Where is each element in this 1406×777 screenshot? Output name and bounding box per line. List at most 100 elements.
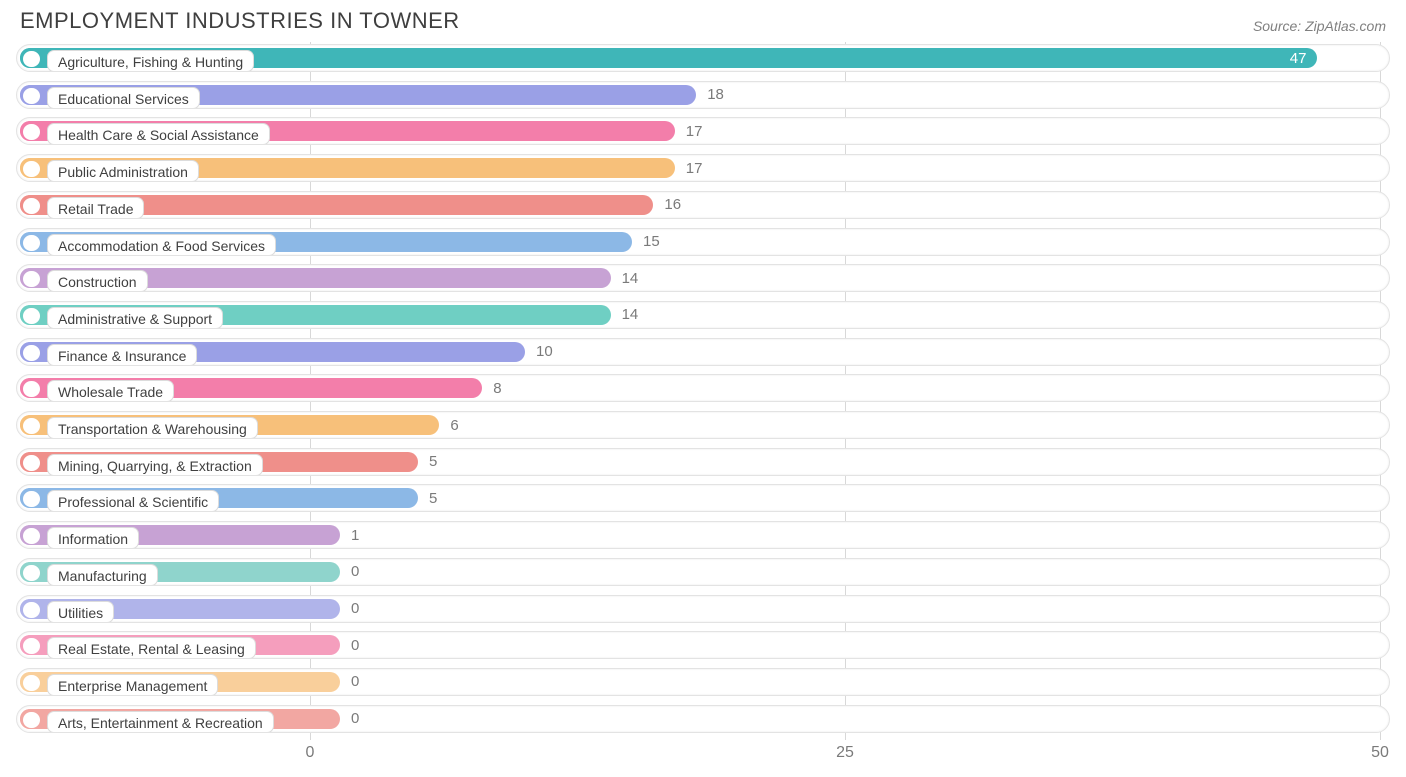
- bar-cap-inner: [23, 565, 40, 581]
- bar-label: Construction: [47, 270, 148, 292]
- bar-row: Information 1: [10, 519, 1396, 551]
- bar-cap-inner: [23, 235, 40, 251]
- bar-track: Arts, Entertainment & Recreation 0: [16, 705, 1390, 733]
- bar-value: 0: [351, 559, 359, 585]
- bar-label: Enterprise Management: [47, 674, 218, 696]
- bar-value: 6: [450, 412, 458, 438]
- bar-cap-inner: [23, 345, 40, 361]
- bar-label: Transportation & Warehousing: [47, 417, 258, 439]
- bar-value: 16: [664, 192, 681, 218]
- bar-cap-inner: [23, 308, 40, 324]
- bar-label: Information: [47, 527, 139, 549]
- chart-header: EMPLOYMENT INDUSTRIES IN TOWNER Source: …: [0, 0, 1406, 36]
- bar-row: Manufacturing 0: [10, 556, 1396, 588]
- bar-row: Professional & Scientific 5: [10, 482, 1396, 514]
- bar-label: Administrative & Support: [47, 307, 223, 329]
- bar-row: Administrative & Support 14: [10, 299, 1396, 331]
- bar-label: Finance & Insurance: [47, 344, 197, 366]
- chart-source: Source: ZipAtlas.com: [1253, 18, 1386, 34]
- bar-value: 15: [643, 229, 660, 255]
- bar-label: Retail Trade: [47, 197, 144, 219]
- bar-value: 1: [351, 522, 359, 548]
- bar-value: 0: [351, 596, 359, 622]
- bar-label: Real Estate, Rental & Leasing: [47, 637, 256, 659]
- bar-value: 5: [429, 449, 437, 475]
- x-tick-label: 50: [1371, 744, 1389, 762]
- bar-row: Educational Services 18: [10, 79, 1396, 111]
- bar-label: Public Administration: [47, 160, 199, 182]
- bar-row: Wholesale Trade 8: [10, 372, 1396, 404]
- bar-track: Finance & Insurance 10: [16, 338, 1390, 366]
- bar-cap-inner: [23, 198, 40, 214]
- bar-row: Construction 14: [10, 262, 1396, 294]
- bar-value: 0: [351, 669, 359, 695]
- bar-row: Enterprise Management 0: [10, 666, 1396, 698]
- plot-area: 02550Agriculture, Fishing & Hunting47Edu…: [10, 42, 1396, 740]
- bar-cap-inner: [23, 271, 40, 287]
- bar-value: 8: [493, 375, 501, 401]
- bar-row: Arts, Entertainment & Recreation 0: [10, 703, 1396, 735]
- bar-track: Health Care & Social Assistance 17: [16, 117, 1390, 145]
- bar-value: 5: [429, 485, 437, 511]
- bar-cap-inner: [23, 675, 40, 691]
- bar-track: Public Administration 17: [16, 154, 1390, 182]
- bar-track: Educational Services 18: [16, 81, 1390, 109]
- x-tick-label: 0: [306, 744, 315, 762]
- bar-label: Educational Services: [47, 87, 200, 109]
- bar-value: 0: [351, 706, 359, 732]
- bar-cap-inner: [23, 51, 40, 67]
- bar-label: Professional & Scientific: [47, 490, 219, 512]
- bar-row: Finance & Insurance 10: [10, 336, 1396, 368]
- bar-value: 47: [1290, 45, 1307, 71]
- bar-row: Real Estate, Rental & Leasing 0: [10, 629, 1396, 661]
- bar-track: Wholesale Trade 8: [16, 374, 1390, 402]
- bar-row: Transportation & Warehousing 6: [10, 409, 1396, 441]
- bar-track: Agriculture, Fishing & Hunting 47: [16, 44, 1390, 72]
- bar-track: Mining, Quarrying, & Extraction 5: [16, 448, 1390, 476]
- bar-track: Information 1: [16, 521, 1390, 549]
- bar-cap-inner: [23, 418, 40, 434]
- bar-track: Construction 14: [16, 264, 1390, 292]
- bar-row: Public Administration 17: [10, 152, 1396, 184]
- bar-track: Professional & Scientific 5: [16, 484, 1390, 512]
- chart-title: EMPLOYMENT INDUSTRIES IN TOWNER: [20, 8, 460, 34]
- bar-cap-inner: [23, 455, 40, 471]
- bar-label: Health Care & Social Assistance: [47, 123, 270, 145]
- bar-label: Mining, Quarrying, & Extraction: [47, 454, 263, 476]
- bar-row: Utilities 0: [10, 593, 1396, 625]
- bar-row: Retail Trade 16: [10, 189, 1396, 221]
- bar-value: 18: [707, 82, 724, 108]
- bar-value: 17: [686, 155, 703, 181]
- bar-track: Retail Trade 16: [16, 191, 1390, 219]
- bar-cap-inner: [23, 88, 40, 104]
- bar-row: Agriculture, Fishing & Hunting 47: [10, 42, 1396, 74]
- bar-track: Utilities 0: [16, 595, 1390, 623]
- bar-track: Transportation & Warehousing 6: [16, 411, 1390, 439]
- bar-track: Enterprise Management 0: [16, 668, 1390, 696]
- bar-label: Accommodation & Food Services: [47, 234, 276, 256]
- bar-track: Administrative & Support 14: [16, 301, 1390, 329]
- bar-label: Arts, Entertainment & Recreation: [47, 711, 274, 733]
- bar-track: Accommodation & Food Services 15: [16, 228, 1390, 256]
- bar-label: Wholesale Trade: [47, 380, 174, 402]
- bar-row: Health Care & Social Assistance 17: [10, 115, 1396, 147]
- bar-label: Manufacturing: [47, 564, 158, 586]
- bar-cap-inner: [23, 602, 40, 618]
- bar-value: 10: [536, 339, 553, 365]
- chart-container: 02550Agriculture, Fishing & Hunting47Edu…: [10, 42, 1396, 740]
- bar-track: Manufacturing 0: [16, 558, 1390, 586]
- bar-track: Real Estate, Rental & Leasing 0: [16, 631, 1390, 659]
- bar-label: Utilities: [47, 601, 114, 623]
- bar-value: 14: [622, 265, 639, 291]
- bar-cap-inner: [23, 638, 40, 654]
- x-tick-label: 25: [836, 744, 854, 762]
- bar-label: Agriculture, Fishing & Hunting: [47, 50, 254, 72]
- bar-cap-inner: [23, 528, 40, 544]
- bar-cap-inner: [23, 712, 40, 728]
- bar-value: 17: [686, 118, 703, 144]
- bar-value: 0: [351, 632, 359, 658]
- bar-value: 14: [622, 302, 639, 328]
- bar-row: Accommodation & Food Services 15: [10, 226, 1396, 258]
- bar-row: Mining, Quarrying, & Extraction 5: [10, 446, 1396, 478]
- bar-cap-inner: [23, 161, 40, 177]
